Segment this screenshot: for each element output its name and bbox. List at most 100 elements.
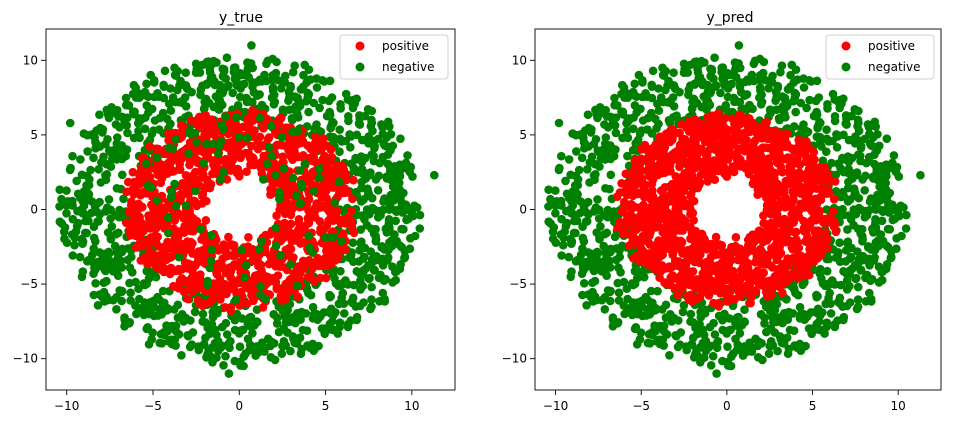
point-negative <box>291 337 301 347</box>
point-negative <box>901 224 911 233</box>
point-negative <box>288 67 298 77</box>
point-negative <box>83 147 92 156</box>
point-negative <box>167 321 177 331</box>
point-negative <box>373 213 383 222</box>
point-negative <box>390 205 400 215</box>
point-negative <box>153 89 162 98</box>
point-positive <box>248 285 258 294</box>
point-negative <box>293 113 303 122</box>
point-negative <box>293 94 302 103</box>
point-negative <box>842 114 851 123</box>
point-negative <box>823 104 832 113</box>
point-negative <box>789 122 799 131</box>
point-negative <box>221 112 230 121</box>
point-negative <box>245 321 255 331</box>
point-negative <box>262 159 272 169</box>
point-positive <box>167 128 176 138</box>
point-negative <box>608 315 618 324</box>
point-negative <box>143 181 153 190</box>
point-negative <box>85 175 94 184</box>
point-negative <box>673 342 683 352</box>
point-negative <box>750 56 760 66</box>
point-negative <box>270 355 280 365</box>
point-negative <box>582 301 591 310</box>
point-negative <box>636 328 646 338</box>
point-negative <box>573 190 582 199</box>
point-negative <box>127 252 136 262</box>
point-positive <box>195 283 205 293</box>
point-negative <box>578 263 588 273</box>
point-negative <box>222 330 232 339</box>
point-positive <box>193 146 202 156</box>
point-negative <box>348 238 358 247</box>
point-positive <box>183 263 193 272</box>
point-negative <box>178 310 187 319</box>
point-positive <box>273 233 283 243</box>
point-negative <box>714 311 724 321</box>
point-negative <box>288 127 297 137</box>
point-positive <box>773 231 782 240</box>
point-negative <box>118 244 127 254</box>
point-negative <box>577 153 587 163</box>
point-negative <box>573 175 583 184</box>
point-negative <box>669 113 678 122</box>
point-negative <box>314 164 324 174</box>
point-negative <box>267 151 277 161</box>
point-negative <box>146 304 156 314</box>
point-negative <box>614 288 624 298</box>
point-negative <box>122 121 131 130</box>
point-negative <box>279 337 289 346</box>
point-positive <box>288 155 297 164</box>
point-negative <box>546 194 555 204</box>
point-negative <box>395 160 405 169</box>
point-negative <box>275 194 284 204</box>
point-positive <box>340 245 350 255</box>
point-negative <box>609 207 619 216</box>
point-negative <box>363 105 373 114</box>
legend-marker-negative <box>355 62 365 72</box>
point-positive <box>322 221 332 230</box>
point-positive <box>295 262 305 271</box>
point-negative <box>874 278 884 287</box>
point-negative <box>214 149 223 158</box>
point-negative <box>221 351 230 361</box>
point-negative <box>111 211 120 220</box>
point-negative <box>561 176 570 186</box>
point-negative <box>706 361 716 370</box>
point-negative <box>367 258 377 268</box>
point-positive <box>125 219 134 228</box>
point-negative <box>756 310 766 319</box>
point-negative <box>346 251 356 260</box>
point-negative <box>378 129 388 139</box>
point-negative <box>235 68 245 78</box>
point-negative <box>177 351 186 360</box>
point-positive <box>195 112 204 122</box>
point-negative <box>723 342 732 352</box>
point-negative <box>160 303 169 313</box>
point-negative <box>322 111 332 121</box>
point-negative <box>655 321 665 331</box>
point-negative <box>430 170 439 180</box>
point-negative <box>845 298 855 307</box>
point-negative <box>300 60 310 70</box>
point-negative <box>878 236 888 246</box>
point-positive <box>336 218 346 228</box>
point-negative <box>60 223 70 232</box>
point-positive <box>165 269 175 279</box>
point-negative <box>290 61 300 70</box>
point-negative <box>95 290 104 299</box>
point-negative <box>264 142 274 152</box>
point-negative <box>77 272 87 282</box>
point-negative <box>269 100 279 109</box>
point-negative <box>865 139 875 148</box>
point-positive <box>310 132 320 142</box>
point-positive <box>216 295 225 304</box>
point-negative <box>809 111 819 121</box>
point-negative <box>641 89 650 98</box>
point-negative <box>207 72 217 82</box>
point-positive <box>194 247 203 256</box>
point-negative <box>236 361 245 370</box>
point-negative <box>813 309 823 318</box>
point-negative <box>623 133 633 143</box>
point-positive <box>628 191 638 201</box>
